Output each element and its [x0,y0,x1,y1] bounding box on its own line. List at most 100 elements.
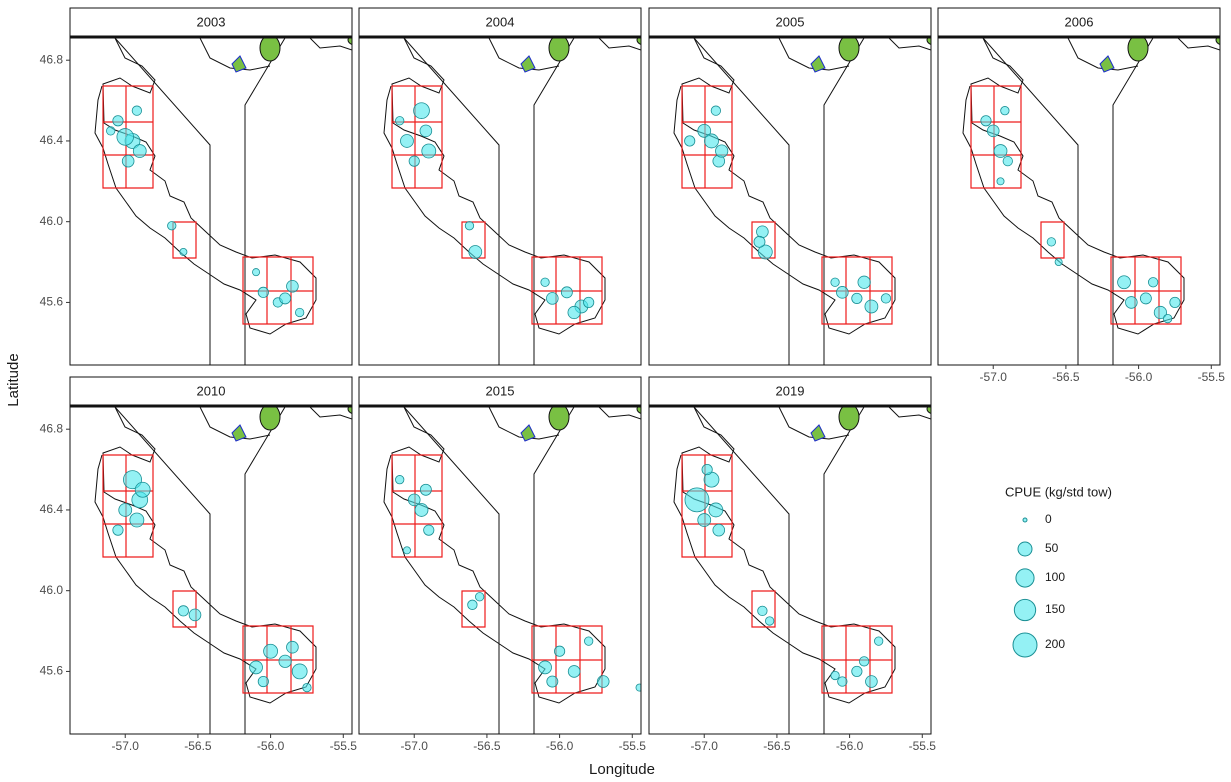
cpue-point [715,144,729,158]
cpue-point [538,660,552,675]
cpue-point [1153,305,1167,320]
cpue-point [986,124,1000,138]
cpue-point [419,483,432,496]
x-tick-label: -57.0 [112,739,140,753]
x-axis-label: Longitude [589,761,655,778]
cpue-point [596,675,610,688]
cpue-point [560,286,573,299]
cpue-point [249,660,263,675]
cpue-point [400,134,414,148]
cpue-point [546,292,559,305]
panel-border [358,37,642,366]
legend-key [1015,568,1035,588]
strip-bg [937,7,1221,39]
coastline [673,407,931,734]
cpue-point [1169,296,1181,308]
cpue-point [257,675,269,688]
cpue-point [865,675,878,688]
x-tick-label: -56.5 [1052,370,1080,384]
cpue-point [830,277,840,287]
strip-bg [69,376,353,408]
cpue-point [286,640,299,654]
x-tick-label: -55.5 [619,739,647,753]
cpue-point [121,154,135,168]
cpue-point [1139,292,1152,305]
y-tick-label: 46.4 [40,133,64,147]
cpue-point [167,221,177,231]
y-tick-label: 46.8 [40,421,64,435]
cpue-point [857,275,871,289]
panel-border [69,37,353,366]
cpue-point [697,513,712,527]
cpue-point [880,293,892,304]
x-tick-label: -57.0 [980,370,1008,384]
cpue-point [701,464,713,476]
cpue-point [684,135,696,147]
cpue-point [837,676,848,687]
strip-bg [358,376,642,408]
cpue-point [116,128,134,146]
cpue-point [414,503,429,517]
x-tick-label: -56.0 [836,739,864,753]
strip-label: 2019 [776,383,805,398]
cpue-point [475,592,485,602]
cpue-point [407,493,421,507]
cpue-point [697,123,712,138]
cpue-point [567,305,581,320]
cpue-point [467,599,478,610]
cpue-point [106,126,116,136]
panel [648,37,932,366]
cpue-point [830,670,840,681]
x-tick-label: -56.5 [763,739,791,753]
cpue-point [177,605,189,617]
y-tick-label: 46.8 [40,52,64,66]
legend-key [1012,632,1038,658]
cpue-point [584,636,594,646]
cpue-point [756,225,769,239]
cpue-point [123,470,142,490]
legend-key [1017,541,1033,557]
cpue-point [1117,275,1131,290]
coastline [94,407,352,734]
y-tick-label: 46.0 [40,583,64,597]
panel-border [358,406,642,735]
panel-map [94,38,352,365]
cpue-point [413,102,430,119]
x-tick-label: -56.0 [257,739,285,753]
cpue-point [112,524,124,536]
cpue-point [252,268,261,277]
panel-border [648,406,932,735]
x-tick-label: -56.0 [1125,370,1153,384]
x-tick-label: -55.5 [1198,370,1226,384]
cpue-point [279,292,292,305]
cpue-point [468,245,483,259]
cpue-point [263,643,278,659]
legend-label: 100 [1045,570,1065,584]
cpue-point [286,280,299,293]
panel-border [937,37,1221,366]
coastline [673,38,931,365]
cpue-point [134,481,151,498]
cpue-point [132,144,147,158]
cpue-point [546,675,559,688]
panel-map [673,407,931,734]
y-axis-label: Latitude [5,353,22,406]
x-tick-label: -56.0 [546,739,574,753]
panel-map [383,407,641,734]
cpue-point [864,299,879,314]
panel-map [383,38,641,365]
cpue-point [757,605,768,617]
cpue-point [188,608,202,622]
cpue-point [179,247,188,256]
cpue-point [129,512,145,528]
cpue-point [874,636,884,646]
cpue-point [1054,258,1063,267]
cpue-point [753,235,766,248]
cpue-point [1163,313,1173,324]
x-tick-label: -57.0 [691,739,719,753]
cpue-point [402,546,411,555]
cpue-point [291,663,308,680]
strip-label: 2010 [197,383,226,398]
x-tick-label: -55.5 [330,739,358,753]
